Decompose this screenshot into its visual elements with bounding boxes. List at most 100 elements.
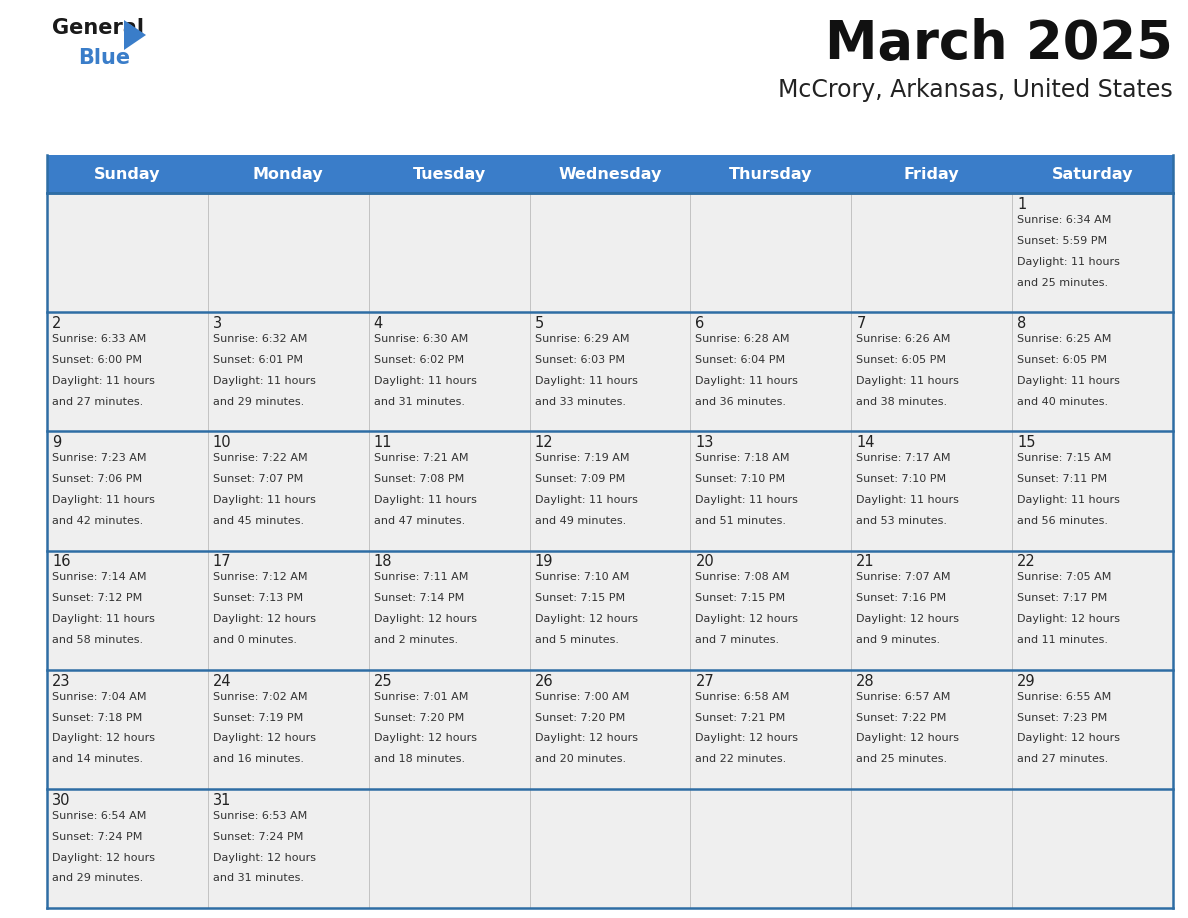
Text: Sunrise: 7:02 AM: Sunrise: 7:02 AM: [213, 691, 308, 701]
Text: Daylight: 12 hours: Daylight: 12 hours: [1017, 733, 1120, 744]
Bar: [208, 789, 368, 908]
Text: Sunrise: 7:10 AM: Sunrise: 7:10 AM: [535, 573, 628, 583]
Text: Sunset: 7:23 PM: Sunset: 7:23 PM: [1017, 712, 1107, 722]
Bar: [852, 193, 1012, 312]
Text: Saturday: Saturday: [1051, 166, 1133, 182]
Bar: [48, 669, 208, 789]
Bar: [530, 431, 690, 551]
Bar: [48, 431, 208, 551]
Text: 6: 6: [695, 316, 704, 331]
Text: 5: 5: [535, 316, 544, 331]
Bar: [530, 669, 690, 789]
Bar: [208, 669, 368, 789]
Text: 27: 27: [695, 674, 714, 688]
Bar: [690, 193, 852, 312]
Bar: [690, 312, 852, 431]
Bar: [368, 789, 530, 908]
Text: Sunset: 7:22 PM: Sunset: 7:22 PM: [857, 712, 947, 722]
Text: Daylight: 12 hours: Daylight: 12 hours: [1017, 614, 1120, 624]
Text: and 5 minutes.: and 5 minutes.: [535, 635, 619, 645]
Text: 25: 25: [374, 674, 392, 688]
Text: Sunset: 6:00 PM: Sunset: 6:00 PM: [52, 355, 143, 365]
Text: 7: 7: [857, 316, 866, 331]
Text: Sunrise: 7:21 AM: Sunrise: 7:21 AM: [374, 453, 468, 464]
Text: Daylight: 11 hours: Daylight: 11 hours: [374, 375, 476, 386]
Text: Daylight: 11 hours: Daylight: 11 hours: [1017, 495, 1120, 505]
Text: and 29 minutes.: and 29 minutes.: [52, 873, 144, 883]
Text: 28: 28: [857, 674, 874, 688]
Text: Sunrise: 7:01 AM: Sunrise: 7:01 AM: [374, 691, 468, 701]
Text: Friday: Friday: [904, 166, 960, 182]
Text: Sunset: 6:01 PM: Sunset: 6:01 PM: [213, 355, 303, 365]
Text: 1: 1: [1017, 197, 1026, 212]
Bar: [530, 193, 690, 312]
Text: 14: 14: [857, 435, 874, 451]
Text: Sunday: Sunday: [94, 166, 160, 182]
Text: Sunset: 6:03 PM: Sunset: 6:03 PM: [535, 355, 625, 365]
Text: Sunset: 7:20 PM: Sunset: 7:20 PM: [535, 712, 625, 722]
Text: Tuesday: Tuesday: [412, 166, 486, 182]
Text: Daylight: 11 hours: Daylight: 11 hours: [535, 375, 638, 386]
Text: 20: 20: [695, 554, 714, 569]
Text: Daylight: 11 hours: Daylight: 11 hours: [213, 495, 316, 505]
Text: Blue: Blue: [78, 48, 131, 68]
Text: 13: 13: [695, 435, 714, 451]
Text: Daylight: 11 hours: Daylight: 11 hours: [1017, 375, 1120, 386]
Bar: [368, 669, 530, 789]
Bar: [208, 193, 368, 312]
Bar: [690, 431, 852, 551]
Bar: [48, 789, 208, 908]
Text: Sunset: 7:14 PM: Sunset: 7:14 PM: [374, 593, 465, 603]
Text: Sunset: 7:06 PM: Sunset: 7:06 PM: [52, 475, 143, 484]
Text: Sunrise: 6:33 AM: Sunrise: 6:33 AM: [52, 334, 146, 344]
Text: Sunset: 7:10 PM: Sunset: 7:10 PM: [857, 475, 947, 484]
Text: Sunset: 7:07 PM: Sunset: 7:07 PM: [213, 475, 303, 484]
Bar: [208, 431, 368, 551]
Bar: [48, 193, 208, 312]
Text: Daylight: 11 hours: Daylight: 11 hours: [374, 495, 476, 505]
Text: 11: 11: [374, 435, 392, 451]
Polygon shape: [124, 20, 146, 50]
Text: Daylight: 12 hours: Daylight: 12 hours: [52, 853, 154, 863]
Bar: [1012, 312, 1173, 431]
Text: and 25 minutes.: and 25 minutes.: [857, 755, 947, 764]
Text: Sunrise: 6:57 AM: Sunrise: 6:57 AM: [857, 691, 950, 701]
Text: Sunrise: 6:26 AM: Sunrise: 6:26 AM: [857, 334, 950, 344]
Bar: [48, 551, 208, 669]
Text: 23: 23: [52, 674, 70, 688]
Text: Sunrise: 7:05 AM: Sunrise: 7:05 AM: [1017, 573, 1112, 583]
Text: and 58 minutes.: and 58 minutes.: [52, 635, 143, 645]
Bar: [1012, 193, 1173, 312]
Text: and 29 minutes.: and 29 minutes.: [213, 397, 304, 407]
Text: General: General: [52, 18, 144, 38]
Text: Daylight: 11 hours: Daylight: 11 hours: [52, 495, 154, 505]
Text: 4: 4: [374, 316, 383, 331]
Text: 3: 3: [213, 316, 222, 331]
Text: and 7 minutes.: and 7 minutes.: [695, 635, 779, 645]
Bar: [208, 312, 368, 431]
Text: Sunset: 7:15 PM: Sunset: 7:15 PM: [535, 593, 625, 603]
Text: Sunrise: 7:17 AM: Sunrise: 7:17 AM: [857, 453, 950, 464]
Text: 22: 22: [1017, 554, 1036, 569]
Text: 30: 30: [52, 793, 70, 808]
Text: Sunrise: 7:14 AM: Sunrise: 7:14 AM: [52, 573, 146, 583]
Text: Sunset: 7:10 PM: Sunset: 7:10 PM: [695, 475, 785, 484]
Text: Daylight: 12 hours: Daylight: 12 hours: [857, 614, 959, 624]
Text: 19: 19: [535, 554, 554, 569]
Text: Sunrise: 7:12 AM: Sunrise: 7:12 AM: [213, 573, 308, 583]
Text: Sunset: 7:16 PM: Sunset: 7:16 PM: [857, 593, 947, 603]
Text: Daylight: 11 hours: Daylight: 11 hours: [213, 375, 316, 386]
Text: Sunrise: 6:53 AM: Sunrise: 6:53 AM: [213, 811, 308, 821]
Bar: [208, 551, 368, 669]
Bar: [530, 312, 690, 431]
Bar: [1012, 431, 1173, 551]
Text: Daylight: 11 hours: Daylight: 11 hours: [857, 375, 959, 386]
Text: and 22 minutes.: and 22 minutes.: [695, 755, 786, 764]
Text: Sunset: 6:05 PM: Sunset: 6:05 PM: [857, 355, 947, 365]
Text: Sunset: 6:02 PM: Sunset: 6:02 PM: [374, 355, 463, 365]
Text: Sunset: 6:04 PM: Sunset: 6:04 PM: [695, 355, 785, 365]
Text: Daylight: 11 hours: Daylight: 11 hours: [52, 614, 154, 624]
Text: and 16 minutes.: and 16 minutes.: [213, 755, 304, 764]
Bar: [690, 551, 852, 669]
Text: Daylight: 12 hours: Daylight: 12 hours: [213, 853, 316, 863]
